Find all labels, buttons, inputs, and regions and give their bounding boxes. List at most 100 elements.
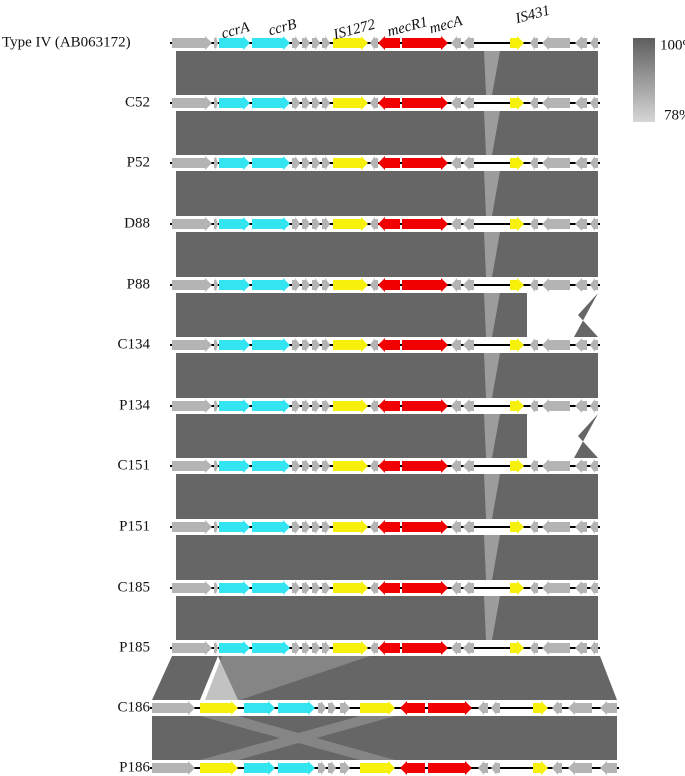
track-label: P134 [119,397,150,413]
band [176,596,598,640]
gene-arrow [463,520,474,534]
gene-arrow [542,399,570,413]
band-cross [484,596,500,640]
gene-arrow [402,278,448,292]
gene-arrow [510,459,524,473]
gene-arrow [533,701,548,715]
gene-arrow [252,459,290,473]
gene-arrow [575,520,587,534]
gene-arrow [333,641,368,655]
gene-arrow [278,701,315,715]
gene-arrow [172,581,212,595]
gene-arrow [510,338,524,352]
gene-arrow [378,459,400,473]
gene-arrow [542,641,570,655]
gene-arrow [312,399,320,413]
gene-arrow [292,36,300,50]
gene-arrow [322,338,330,352]
band-cross [484,171,500,216]
legend-min: 78% [664,107,685,123]
gene-arrow [463,217,474,231]
gene-arrow [400,701,425,715]
gene-arrow [451,278,461,292]
gene-arrow [328,701,336,715]
gene-arrow [214,459,218,473]
gene-arrow [451,338,461,352]
gene-arrow [510,156,524,170]
gene-arrow [370,36,378,50]
gene-arrow [402,399,448,413]
gene-arrow [292,520,300,534]
gene-arrow [402,36,448,50]
gene-arrow [530,156,538,170]
gene-arrow [360,701,395,715]
gene-arrow [322,156,330,170]
gene-arrow [244,701,275,715]
gene-arrow [370,96,378,110]
gene-arrow [214,641,218,655]
band [152,716,617,760]
gene-arrow [312,217,320,231]
gene-arrow [152,761,195,775]
gene-arrow [530,278,538,292]
gene-arrow [378,36,400,50]
gene-arrow [600,701,617,715]
gene-arrow [200,701,238,715]
gene-arrow [302,641,310,655]
gene-arrow [402,96,448,110]
gene-arrow [378,217,400,231]
gene-arrow [312,36,320,50]
gene-arrow [152,701,195,715]
gene-arrow [219,217,250,231]
track-label: P88 [127,276,150,292]
gene-arrow [463,96,474,110]
gene-arrow [575,459,587,473]
gene-arrow [590,278,598,292]
gene-arrow [252,581,290,595]
band-cross [484,111,500,155]
gene-arrow [568,701,592,715]
band [176,171,598,216]
gene-arrow [172,399,212,413]
gene-arrow [530,581,538,595]
gene-arrow [333,96,368,110]
gene-arrow [530,338,538,352]
gene-arrow [402,581,448,595]
track-label: C134 [117,336,150,352]
gene-arrow [219,581,250,595]
tracks: Type IV (AB063172) C52 P52 D88 P88 C134 P134 C1… [2,34,619,775]
gene-arrow [219,96,250,110]
gene-arrow [252,399,290,413]
gene-arrow [292,217,300,231]
gene-arrow [292,278,300,292]
gene-arrow [530,641,538,655]
gene-arrow [340,761,350,775]
gene-arrow [312,156,320,170]
gene-arrow [322,459,330,473]
gene-arrow [252,338,290,352]
gene-arrow [322,581,330,595]
gene-arrow [463,338,474,352]
gene-arrow [219,459,250,473]
gene-arrow [370,338,378,352]
track-label: P185 [119,639,150,655]
gene-arrow [378,399,400,413]
track-label: D88 [124,215,150,231]
gene-arrow [172,36,212,50]
gene-arrow [542,278,570,292]
gene-arrow [214,156,218,170]
gene-arrow [302,399,310,413]
gene-arrow [463,399,474,413]
gene-arrow [542,96,570,110]
gene-arrow [302,96,310,110]
gene-arrow [451,459,461,473]
band-inv [574,293,598,337]
gene-arrow [172,520,212,534]
gene-arrow [378,641,400,655]
gene-arrow [333,36,368,50]
gene-arrow [530,217,538,231]
gene-arrow [322,217,330,231]
gene-arrow [530,36,538,50]
gene-arrow [590,399,598,413]
gene-label: ccrA [220,19,252,42]
